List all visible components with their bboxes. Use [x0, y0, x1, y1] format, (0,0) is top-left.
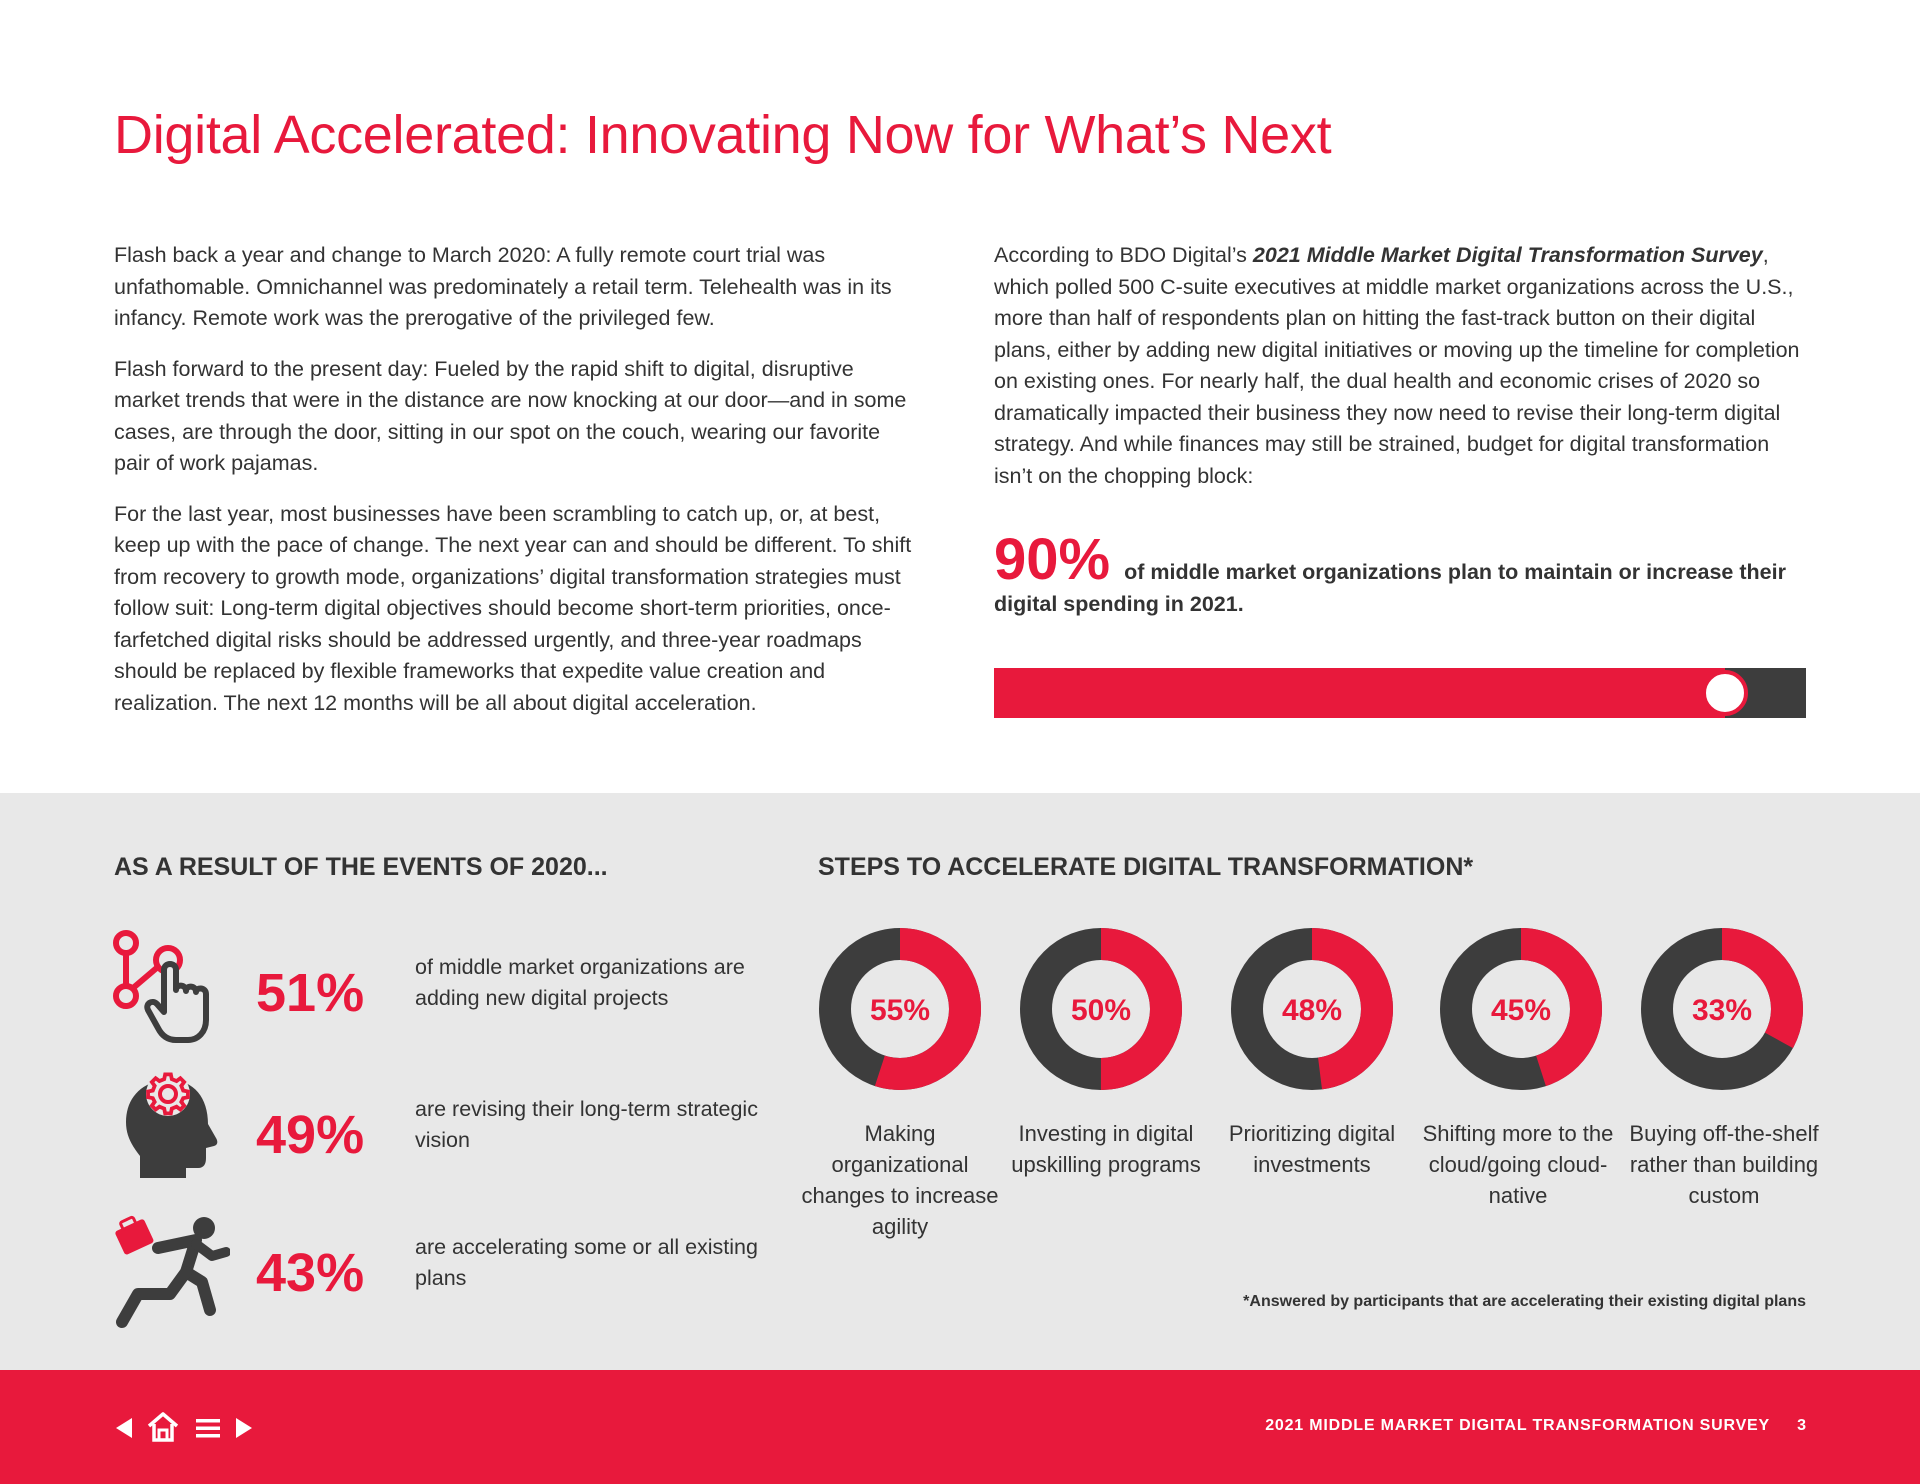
stats-panel: [0, 793, 1920, 1370]
donut-category-label: Buying off-the-shelf rather than buildin…: [1629, 1121, 1819, 1208]
intro-left-column: Flash back a year and change to March 20…: [114, 240, 914, 738]
stat-row: 43% are accelerating some or all existin…: [112, 1214, 762, 1328]
paragraph-text: , which polled 500 C-suite executives at…: [994, 243, 1800, 488]
donut-segment: [1020, 928, 1182, 1090]
page-title: Digital Accelerated: Innovating Now for …: [114, 105, 1332, 165]
donut-value-label: 55%: [870, 994, 930, 1027]
donut-value-label: 45%: [1491, 994, 1551, 1027]
donut-chart: 55%: [819, 928, 981, 1090]
donut-chart: 45%: [1440, 928, 1602, 1090]
page-number: 3: [1797, 1417, 1806, 1434]
highlight-stat: 90% of middle market organizations plan t…: [994, 531, 1804, 620]
highlight-text: of middle market organizations plan to m…: [994, 560, 1786, 616]
survey-name: 2021 Middle Market Digital Transformatio…: [1252, 243, 1763, 267]
touch-network-icon: [113, 930, 209, 1043]
donut-segment: [819, 928, 981, 1090]
donut-segment: [1440, 928, 1602, 1090]
menu-icon[interactable]: [194, 1414, 222, 1442]
stat-description: of middle market organizations are addin…: [415, 955, 745, 1010]
stat-row: 49% are revising their long-term strateg…: [112, 1064, 762, 1178]
next-arrow-icon[interactable]: [236, 1414, 254, 1442]
progress-bar: [994, 668, 1806, 718]
stat-description: are revising their long-term strategic v…: [415, 1097, 758, 1152]
intro-right-column: According to BDO Digital’s 2021 Middle M…: [994, 240, 1804, 511]
footer-bar: 2021 MIDDLE MARKET DIGITAL TRANSFORMATIO…: [0, 1370, 1920, 1484]
paragraph-text: According to BDO Digital’s: [994, 243, 1253, 267]
donut-chart: 48%: [1231, 928, 1393, 1090]
donut-category-label: Shifting more to the cloud/going cloud-n…: [1422, 1121, 1614, 1208]
donut-segment: [1641, 928, 1803, 1090]
paragraph: According to BDO Digital’s 2021 Middle M…: [994, 240, 1804, 492]
paragraph: For the last year, most businesses have …: [114, 501, 912, 715]
donut-category-label: Investing in digital upskilling programs: [1011, 1121, 1201, 1177]
steps-heading: STEPS TO ACCELERATE DIGITAL TRANSFORMATI…: [818, 853, 1474, 881]
stat-value: 51%: [256, 963, 365, 1023]
donut-category-label: Making organizational changes to increas…: [801, 1121, 999, 1239]
home-icon[interactable]: [146, 1410, 180, 1444]
donut-value-label: 48%: [1282, 994, 1342, 1027]
paragraph: Flash forward to the present day: Fueled…: [114, 356, 907, 476]
donut-value-label: 33%: [1692, 994, 1752, 1027]
running-person-icon: [115, 1215, 230, 1328]
stat-row: 51% of middle market organizations are a…: [112, 928, 762, 1043]
donut-value-label: 50%: [1071, 994, 1131, 1027]
donut-segment: [1231, 928, 1393, 1090]
highlight-value: 90%: [994, 527, 1111, 592]
progress-bar-fill: [994, 668, 1725, 718]
stat-description: are accelerating some or all existing pl…: [415, 1235, 758, 1290]
previous-arrow-icon[interactable]: [114, 1414, 132, 1442]
donut-chart: 33%: [1641, 928, 1803, 1090]
events-heading: AS A RESULT OF THE EVENTS OF 2020...: [114, 853, 608, 881]
footnote: *Answered by participants that are accel…: [1243, 1293, 1806, 1310]
stat-value: 49%: [256, 1105, 365, 1165]
donut-category-label: Prioritizing digital investments: [1228, 1121, 1396, 1177]
head-gear-icon: [126, 1072, 218, 1178]
paragraph: Flash back a year and change to March 20…: [114, 243, 892, 330]
stat-value: 43%: [256, 1243, 365, 1303]
footer-title: 2021 MIDDLE MARKET DIGITAL TRANSFORMATIO…: [1265, 1417, 1770, 1434]
donut-chart: 50%: [1020, 928, 1182, 1090]
progress-bar-knob: [1702, 670, 1748, 716]
